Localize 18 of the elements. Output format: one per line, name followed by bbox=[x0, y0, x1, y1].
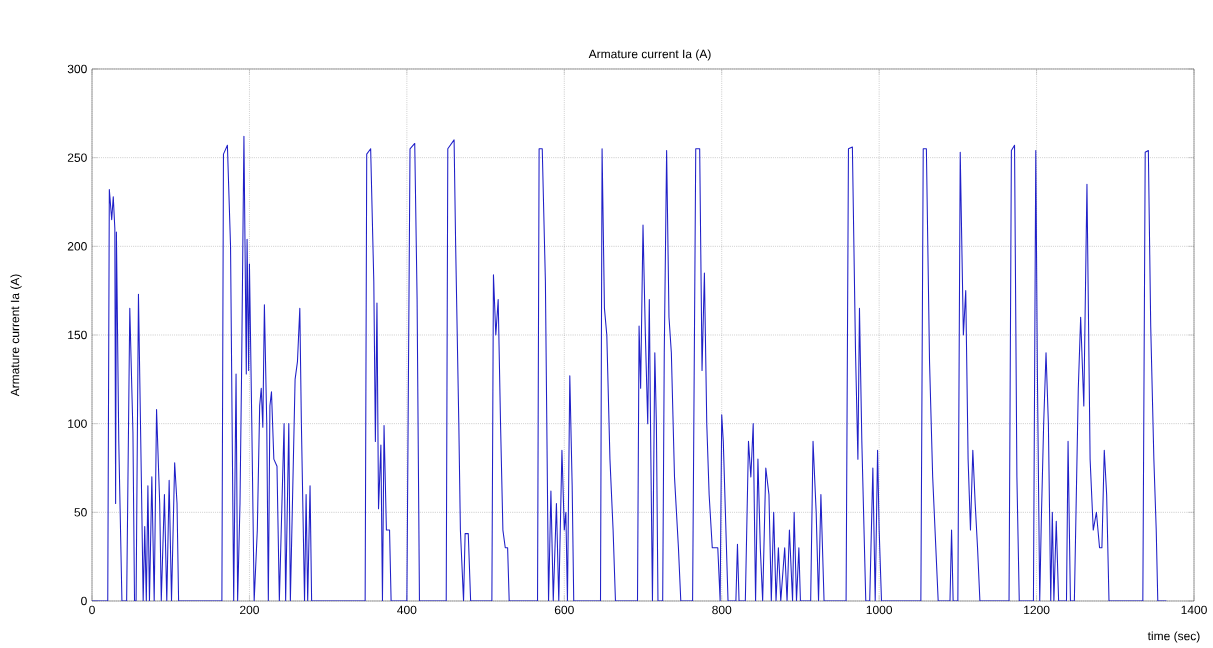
y-tick-label: 150 bbox=[68, 330, 87, 340]
x-axis-title: time (sec) bbox=[1147, 631, 1200, 643]
y-tick-label: 50 bbox=[74, 508, 87, 517]
y-tick-label: 0 bbox=[81, 596, 87, 606]
x-tick-label: 800 bbox=[712, 605, 732, 615]
y-tick-label: 100 bbox=[68, 419, 87, 428]
x-tick-label: 1200 bbox=[1024, 605, 1050, 615]
x-tick-label: 600 bbox=[554, 605, 574, 615]
x-tick-label: 1400 bbox=[1181, 605, 1207, 615]
y-axis-title: Armature current Ia (A) bbox=[10, 274, 22, 397]
y-tick-label: 250 bbox=[67, 153, 87, 162]
x-tick-label: 0 bbox=[89, 605, 95, 615]
y-tick-label: 300 bbox=[67, 64, 87, 74]
x-tick-label: 200 bbox=[240, 605, 259, 615]
y-tick-label: 200 bbox=[67, 242, 87, 251]
x-tick-label: 400 bbox=[397, 605, 417, 615]
chart-title: Armature current Ia (A) bbox=[588, 49, 711, 61]
x-tick-label: 1000 bbox=[866, 605, 893, 615]
